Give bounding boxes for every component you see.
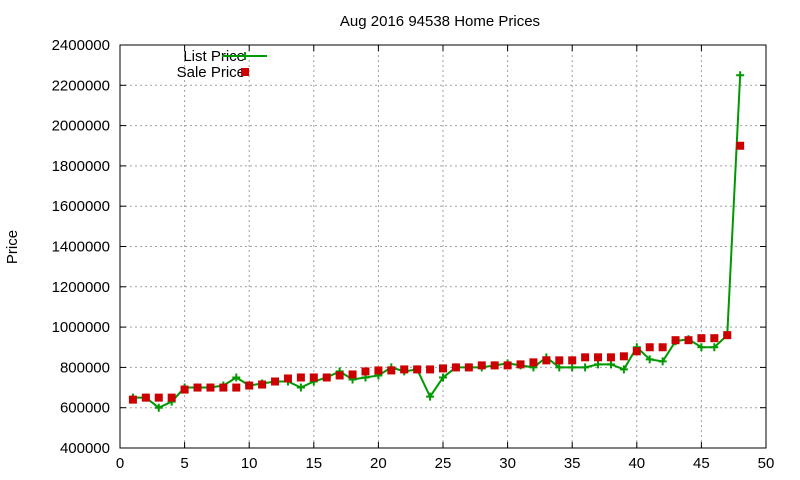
data-point <box>723 331 732 340</box>
data-point <box>128 395 137 404</box>
data-point <box>426 392 435 401</box>
y-tick-label: 800000 <box>60 359 110 376</box>
data-point <box>619 365 628 374</box>
data-point <box>736 141 745 150</box>
x-tick-label: 30 <box>499 455 516 472</box>
data-point <box>167 393 176 402</box>
legend-marker <box>241 68 249 76</box>
data-point <box>710 343 719 352</box>
legend-label: List Price <box>183 48 245 65</box>
data-point <box>606 360 615 369</box>
y-tick-label: 1200000 <box>52 279 110 296</box>
data-point <box>154 393 163 402</box>
data-point <box>684 336 693 345</box>
data-point <box>581 353 590 362</box>
x-tick-label: 50 <box>758 455 775 472</box>
data-point <box>645 343 654 352</box>
x-tick-label: 10 <box>241 455 258 472</box>
data-point <box>180 385 189 394</box>
x-tick-label: 45 <box>693 455 710 472</box>
data-point <box>335 371 344 380</box>
data-point <box>516 360 525 369</box>
y-tick-label: 1800000 <box>52 158 110 175</box>
x-tick-label: 40 <box>628 455 645 472</box>
data-point <box>658 357 667 366</box>
chart-title: Aug 2016 94538 Home Prices <box>340 13 540 30</box>
data-point <box>697 334 706 343</box>
data-point <box>413 365 422 374</box>
data-point <box>374 366 383 375</box>
axes: 0 5 10 15 20 25 30 35 40 45 50 400000 600000 800000 10… <box>52 37 775 472</box>
data-point <box>555 356 564 365</box>
data-point <box>568 356 577 365</box>
data-point <box>606 353 615 362</box>
data-point <box>555 363 564 372</box>
data-point <box>568 363 577 372</box>
data-point <box>154 403 163 412</box>
y-tick-label: 1600000 <box>52 198 110 215</box>
data-point <box>232 373 241 382</box>
data-point <box>697 343 706 352</box>
data-point <box>542 356 551 365</box>
data-point <box>387 366 396 375</box>
data-point <box>400 365 409 374</box>
y-tick-label: 400000 <box>60 440 110 457</box>
data-point <box>671 336 680 345</box>
data-point <box>710 334 719 343</box>
x-tick-label: 5 <box>180 455 188 472</box>
data-point <box>490 361 499 370</box>
y-tick-label: 1000000 <box>52 319 110 336</box>
data-point <box>141 393 150 402</box>
plot-border <box>119 44 767 449</box>
y-axis-label: Price <box>4 230 21 264</box>
data-point <box>296 373 305 382</box>
data-point <box>439 364 447 373</box>
data-point <box>439 373 447 382</box>
data-point <box>322 373 331 382</box>
data-point <box>451 363 460 372</box>
data-point <box>296 383 305 392</box>
data-point <box>219 383 228 392</box>
data-point <box>348 370 357 379</box>
data-point <box>245 381 254 390</box>
series-sale-price <box>128 141 745 404</box>
y-tick-label: 600000 <box>60 400 110 417</box>
y-tick-label: 2200000 <box>52 77 110 94</box>
data-point <box>283 374 292 383</box>
data-point <box>193 383 202 392</box>
data-point <box>426 365 435 374</box>
data-point <box>206 383 215 392</box>
y-tick-label: 1400000 <box>52 239 110 256</box>
y-tick-label: 2400000 <box>52 37 110 54</box>
y-tick-label: 2000000 <box>52 118 110 135</box>
x-tick-label: 20 <box>370 455 387 472</box>
data-point <box>477 361 486 370</box>
legend-label: Sale Price <box>177 64 245 81</box>
data-point <box>594 353 603 362</box>
data-point <box>658 343 667 352</box>
data-point <box>464 363 473 372</box>
legend-marker <box>241 52 249 60</box>
data-point <box>529 358 538 367</box>
data-point <box>503 361 512 370</box>
data-point <box>581 363 590 372</box>
data-point <box>258 380 267 389</box>
series-layer <box>128 71 745 412</box>
data-point <box>594 360 603 369</box>
data-point <box>619 352 628 361</box>
data-point <box>309 373 318 382</box>
data-point <box>645 355 654 364</box>
x-tick-label: 35 <box>564 455 581 472</box>
x-tick-label: 0 <box>116 455 124 472</box>
data-point <box>361 367 370 376</box>
data-point <box>271 377 280 386</box>
data-point <box>632 347 641 356</box>
data-point <box>736 71 745 80</box>
data-point <box>232 383 241 392</box>
x-tick-label: 25 <box>435 455 452 472</box>
x-tick-label: 15 <box>305 455 322 472</box>
